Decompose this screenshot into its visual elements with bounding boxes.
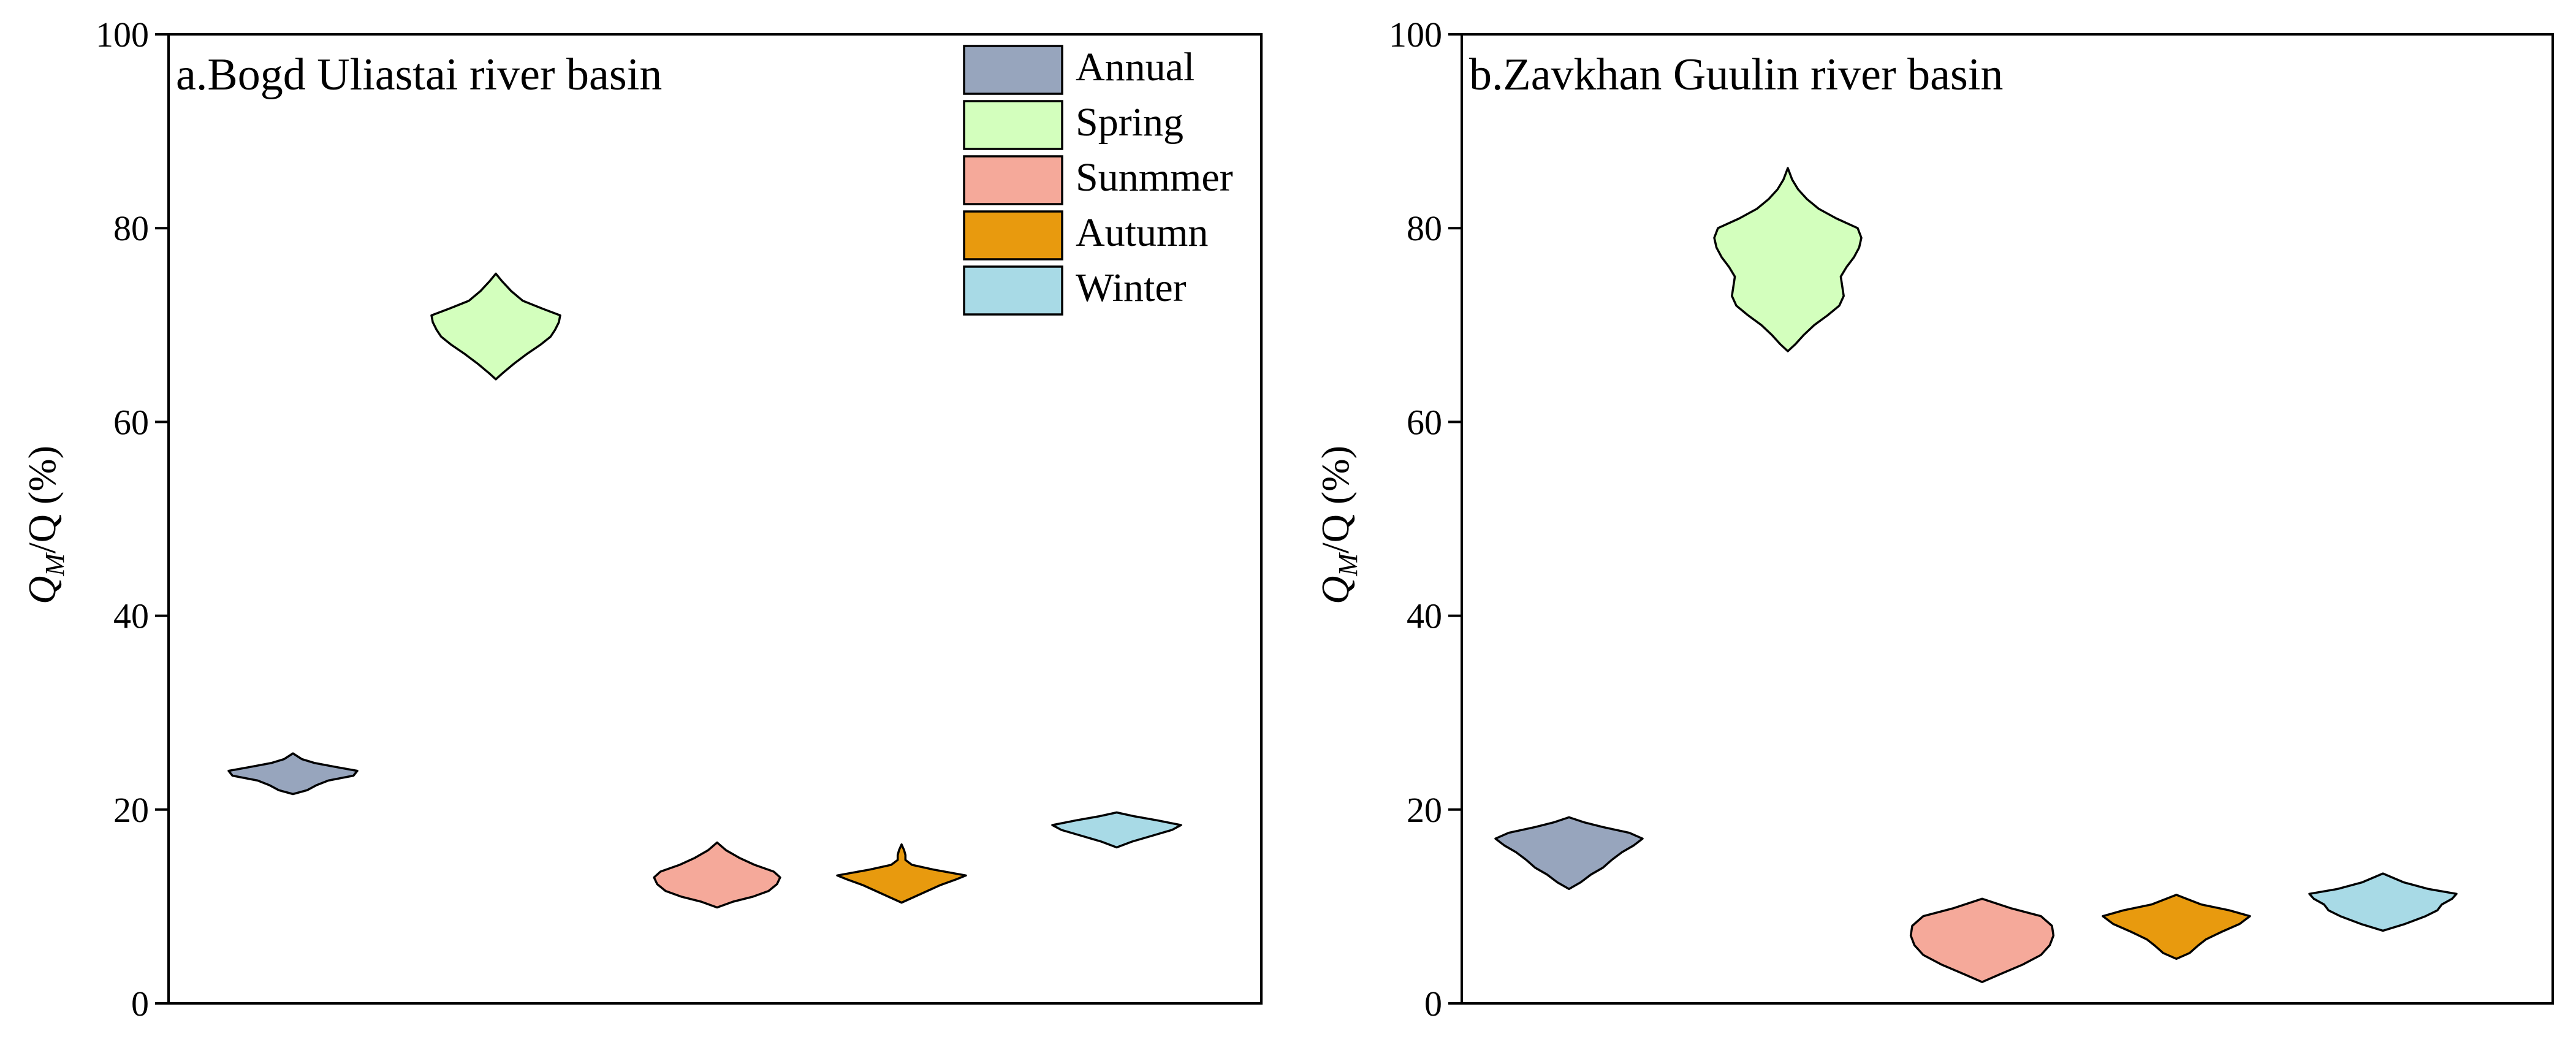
- y-axis-label-rest: /Q (%): [1313, 446, 1357, 553]
- legend-swatch-autumn: [963, 210, 1063, 260]
- violin-winter: [1051, 811, 1182, 849]
- y-tick-label: 80: [1407, 208, 1442, 248]
- y-tick-label: 20: [1407, 790, 1442, 830]
- violin-sunmmer: [1909, 897, 2055, 983]
- y-tick-label: 0: [131, 984, 149, 1024]
- violin-annual: [227, 752, 359, 796]
- y-axis-label-q: Q: [20, 576, 64, 604]
- legend-swatch-sunmmer: [963, 155, 1063, 205]
- y-axis-label-rest: /Q (%): [20, 446, 64, 553]
- y-axis-label-subscript: M: [1333, 552, 1363, 577]
- panel-title: a.Bogd Uliastai river basin: [176, 50, 662, 100]
- violin-spring: [1713, 167, 1863, 352]
- chart-panel-b: 0 20 40 60 80 100 QM/Q (%) b.Zavkhan Guulin riv…: [1313, 15, 2554, 1024]
- y-tick-label: 100: [96, 15, 149, 55]
- plot-frame: [167, 33, 1263, 1005]
- y-tick-label: 80: [113, 208, 149, 248]
- plot-frame: [1461, 33, 2554, 1005]
- y-axis-label-q: Q: [1313, 576, 1357, 604]
- y-tick-label: 60: [1407, 402, 1442, 442]
- legend-label: Annual: [1076, 45, 1195, 89]
- legend: Annual Spring Sunmmer Autumn Winter: [963, 45, 1233, 316]
- violin-autumn: [2102, 894, 2251, 960]
- legend-swatch-spring: [963, 100, 1063, 150]
- legend-label: Winter: [1076, 265, 1187, 310]
- violin-sunmmer: [653, 841, 781, 909]
- y-tick-label: 40: [113, 596, 149, 636]
- violin-spring: [430, 272, 561, 381]
- y-tick-label: 60: [113, 402, 149, 442]
- panel-title: b.Zavkhan Guulin river basin: [1469, 50, 2003, 100]
- y-tick-label: 20: [113, 790, 149, 830]
- chart-panel-a: 0 20 40 60 80 100 QM/Q (%) a.Bogd Uliastai rive…: [20, 15, 1263, 1024]
- violin-autumn: [836, 843, 967, 904]
- violin-annual: [1494, 816, 1644, 891]
- y-tick-label: 100: [1389, 15, 1442, 55]
- legend-label: Spring: [1076, 100, 1184, 145]
- legend-swatch-annual: [963, 45, 1063, 95]
- legend-label: Autumn: [1076, 210, 1208, 255]
- y-axis-label: QM/Q (%): [20, 446, 70, 604]
- y-axis-label: QM/Q (%): [1313, 446, 1363, 604]
- y-tick-label: 0: [1424, 984, 1442, 1024]
- legend-swatch-winter: [963, 265, 1063, 316]
- y-tick-label: 40: [1407, 596, 1442, 636]
- violin-winter: [2308, 872, 2458, 932]
- y-axis-label-subscript: M: [40, 552, 70, 577]
- legend-label: Sunmmer: [1076, 155, 1233, 200]
